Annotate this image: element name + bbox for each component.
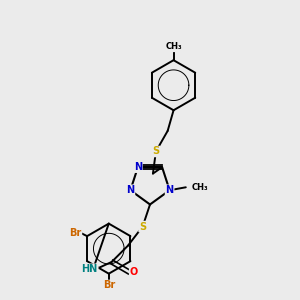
Text: Br: Br — [69, 228, 82, 238]
Text: HN: HN — [82, 264, 98, 274]
Text: S: S — [139, 222, 146, 232]
Text: CH₃: CH₃ — [165, 42, 182, 51]
Text: S: S — [152, 146, 160, 157]
Text: N: N — [126, 185, 134, 195]
Text: CH₃: CH₃ — [192, 183, 208, 192]
Text: N: N — [166, 185, 174, 195]
Text: Br: Br — [103, 280, 115, 290]
Text: N: N — [134, 162, 142, 172]
Text: O: O — [130, 267, 138, 277]
